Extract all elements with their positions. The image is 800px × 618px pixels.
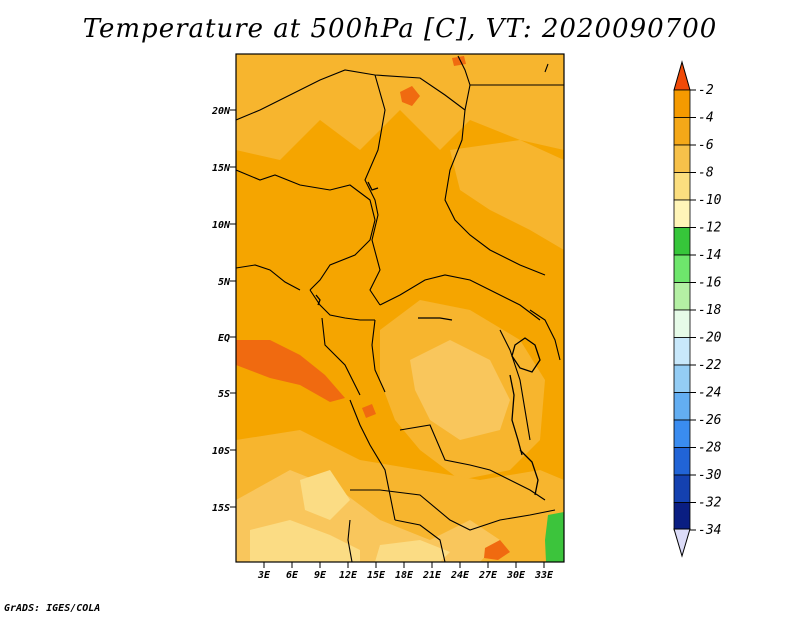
colorbar-segment bbox=[673, 89, 691, 118]
lon-tick-label: 12E bbox=[339, 570, 358, 581]
colorbar-label: -14 bbox=[698, 248, 721, 263]
lat-tick-label: EQ bbox=[218, 333, 230, 344]
field-warm-south bbox=[484, 540, 510, 560]
colorbar-segment bbox=[673, 364, 691, 393]
colorbar-label: -22 bbox=[698, 358, 722, 373]
lat-tick-label: 10S bbox=[212, 446, 230, 457]
colorbar-segment bbox=[673, 199, 691, 228]
lat-axis: 20N 15N 10N 5N EQ 5S 10S 15S bbox=[211, 106, 236, 514]
colorbar-segment bbox=[673, 282, 691, 311]
field-central-light bbox=[410, 340, 510, 440]
lon-axis: 3E 6E 9E 12E 15E 18E 21E 24E 27E 30E 33E bbox=[257, 562, 554, 581]
colorbar-segment bbox=[673, 309, 691, 338]
grads-credit: GrADS: IGES/COLA bbox=[4, 603, 101, 614]
map-frame bbox=[235, 53, 565, 563]
colorbar-label: -6 bbox=[698, 138, 714, 153]
colorbar-segment bbox=[673, 474, 691, 503]
colorbar-label: -16 bbox=[698, 276, 722, 291]
colorbar-segment bbox=[673, 227, 691, 256]
lon-tick-label: 24E bbox=[450, 570, 470, 581]
colorbar-segment bbox=[673, 254, 691, 283]
colorbar: -2 -4 -6 -8 -10 -12 -14 -16 -18 -20 -22 -24 -26 -28 -3… bbox=[673, 60, 722, 558]
colorbar-label: -26 bbox=[698, 413, 722, 428]
lon-tick-label: 15E bbox=[367, 570, 386, 581]
field-warm-top bbox=[452, 56, 466, 66]
colorbar-segments bbox=[673, 89, 691, 531]
colorbar-top-arrow bbox=[673, 60, 691, 91]
lon-tick-label: 3E bbox=[257, 570, 271, 581]
country-borders bbox=[236, 55, 564, 562]
colorbar-segment bbox=[673, 419, 691, 448]
colorbar-label: -30 bbox=[698, 468, 722, 483]
field-green bbox=[545, 512, 564, 562]
field-warm-west bbox=[362, 404, 376, 418]
colorbar-label: -34 bbox=[698, 523, 721, 538]
lon-tick-label: 9E bbox=[314, 570, 327, 581]
lat-tick-label: 10N bbox=[212, 220, 231, 231]
lat-tick-label: 5S bbox=[218, 389, 230, 400]
lat-tick-label: 15N bbox=[212, 163, 231, 174]
colorbar-label: -20 bbox=[698, 331, 722, 346]
lon-tick-label: 30E bbox=[506, 570, 526, 581]
colorbar-segment bbox=[673, 337, 691, 366]
colorbar-segment bbox=[673, 392, 691, 421]
colorbar-label: -24 bbox=[698, 386, 721, 401]
field-warm-north bbox=[400, 86, 420, 106]
lake-outlines bbox=[315, 181, 541, 496]
colorbar-label: -28 bbox=[698, 441, 722, 456]
colorbar-segment bbox=[673, 144, 691, 173]
chart-title: Temperature at 500hPa [C], VT: 202009070… bbox=[82, 14, 718, 44]
field-north-east-mid bbox=[450, 140, 564, 250]
colorbar-label: -2 bbox=[698, 83, 714, 98]
colorbar-segment bbox=[673, 172, 691, 201]
lon-tick-label: 33E bbox=[534, 570, 554, 581]
colorbar-bottom-arrow bbox=[673, 528, 691, 558]
colorbar-label: -12 bbox=[698, 221, 722, 236]
colorbar-label: -10 bbox=[698, 193, 722, 208]
lon-tick-label: 27E bbox=[478, 570, 498, 581]
colorbar-label: -18 bbox=[698, 303, 722, 318]
lat-tick-label: 20N bbox=[211, 106, 231, 117]
field-south-pale-2 bbox=[250, 520, 360, 562]
lon-tick-label: 6E bbox=[286, 570, 299, 581]
field-south-pale bbox=[300, 470, 350, 520]
colorbar-labels: -2 -4 -6 -8 -10 -12 -14 -16 -18 -20 -22 -24 -26 -28 -3… bbox=[690, 83, 722, 538]
colorbar-label: -8 bbox=[698, 166, 714, 181]
lat-tick-label: 15S bbox=[212, 503, 230, 514]
colorbar-segment bbox=[673, 502, 691, 531]
colorbar-segment bbox=[673, 117, 691, 146]
colorbar-label: -32 bbox=[698, 496, 722, 511]
field-warm-atlantic bbox=[236, 340, 345, 402]
lat-tick-label: 5N bbox=[218, 277, 231, 288]
lon-tick-label: 18E bbox=[395, 570, 414, 581]
lon-tick-label: 21E bbox=[422, 570, 442, 581]
temperature-field bbox=[236, 54, 564, 562]
colorbar-segment bbox=[673, 447, 691, 476]
colorbar-label: -4 bbox=[698, 111, 714, 126]
field-south-pale-3 bbox=[375, 540, 450, 562]
